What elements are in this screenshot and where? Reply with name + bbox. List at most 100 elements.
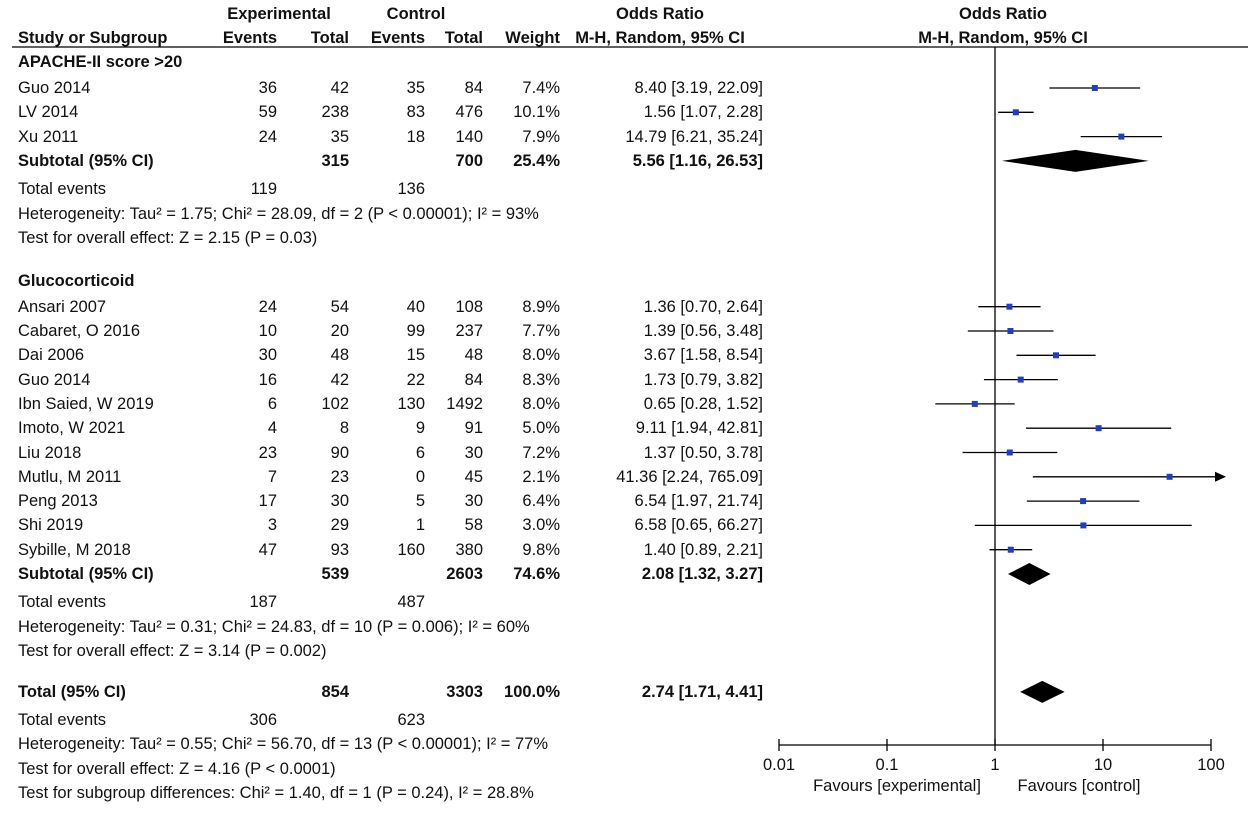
ctrl-total: 476	[455, 103, 483, 122]
or-ci-value: 6.58 [0.65, 66.27]	[634, 516, 763, 535]
ctrl-total: 58	[464, 516, 483, 535]
weight-value: 3.0%	[522, 516, 560, 535]
exp-events: 17	[258, 492, 277, 511]
x-tick-label: 100	[1197, 756, 1225, 774]
weight-value: 5.0%	[522, 419, 560, 438]
or-ci-value: 1.39 [0.56, 3.48]	[643, 322, 763, 340]
exp-events: 36	[258, 79, 277, 97]
or-ci-value: 1.73 [0.79, 3.82]	[643, 370, 763, 389]
header-plot-title: Odds Ratio	[958, 5, 1047, 23]
ctrl-events: 6	[415, 443, 425, 462]
study-name: Cabaret, O 2016	[18, 322, 140, 340]
exp-total: 29	[330, 516, 349, 535]
total-weight: 100.0%	[504, 682, 560, 701]
study-name: Sybille, M 2018	[18, 540, 131, 559]
total-events-exp: 306	[249, 711, 277, 730]
pooled-diamond	[1008, 563, 1051, 585]
exp-events: 24	[258, 297, 277, 316]
point-estimate-marker	[1052, 352, 1059, 359]
exp-events: 23	[258, 443, 277, 462]
exp-events: 4	[267, 419, 277, 438]
total-events-exp: 119	[250, 180, 277, 199]
exp-events: 47	[258, 540, 277, 559]
or-ci-value: 0.65 [0.28, 1.52]	[643, 394, 763, 413]
point-estimate-marker	[1017, 376, 1024, 383]
subtotal-ci: 5.56 [1.16, 26.53]	[632, 151, 763, 170]
header-ctrl-events: Events	[370, 29, 425, 47]
or-ci-value: 1.40 [0.89, 2.21]	[643, 540, 763, 559]
total-events-ctrl: 487	[397, 593, 425, 612]
weight-value: 7.7%	[522, 322, 560, 340]
ctrl-events: 1	[415, 516, 425, 535]
exp-total: 42	[330, 79, 349, 97]
total-events-exp: 187	[249, 593, 277, 612]
exp-total: 54	[330, 297, 349, 316]
or-ci-value: 8.40 [3.19, 22.09]	[634, 79, 763, 97]
total-label: Total (95% CI)	[18, 682, 126, 701]
weight-value: 7.9%	[522, 127, 560, 146]
overall-effect-total-text: Test for overall effect: Z = 4.16 (P < 0…	[18, 759, 336, 778]
ctrl-total: 84	[464, 370, 483, 389]
favours-control: Favours [control]	[1017, 777, 1141, 795]
exp-events: 16	[258, 370, 277, 389]
ctrl-total: 91	[464, 419, 483, 438]
header-exp-events: Events	[222, 29, 277, 47]
exp-total: 20	[330, 322, 349, 340]
header-ctrl-total: Total	[444, 29, 483, 47]
point-estimate-marker	[1080, 522, 1087, 529]
exp-events: 30	[258, 346, 277, 365]
ctrl-events: 0	[415, 467, 425, 486]
weight-value: 6.4%	[522, 492, 560, 511]
exp-total: 48	[330, 346, 349, 365]
ctrl-total: 30	[464, 443, 483, 462]
ctrl-events: 18	[406, 127, 425, 146]
subgroup-difference-text: Test for subgroup differences: Chi² = 1.…	[18, 784, 534, 803]
study-name: Imoto, W 2021	[18, 419, 126, 438]
total-events-label: Total events	[18, 593, 107, 612]
study-name: Guo 2014	[18, 370, 91, 389]
exp-total: 23	[330, 467, 349, 486]
study-name: Mutlu, M 2011	[18, 467, 122, 486]
header-experimental: Experimental	[227, 5, 331, 23]
x-tick-label: 0.1	[875, 756, 899, 774]
study-name: Xu 2011	[18, 127, 79, 146]
subgroup-title: Glucocorticoid	[18, 271, 135, 290]
weight-value: 9.8%	[522, 540, 560, 559]
ctrl-events: 83	[406, 103, 425, 122]
ctrl-total: 380	[455, 540, 483, 559]
header-exp-total: Total	[310, 29, 349, 47]
study-name: LV 2014	[18, 103, 79, 122]
ctrl-total: 237	[455, 322, 483, 340]
weight-value: 8.9%	[522, 297, 560, 316]
point-estimate-marker	[1006, 303, 1013, 310]
weight-value: 7.4%	[522, 79, 560, 97]
exp-events: 3	[267, 516, 277, 535]
or-ci-value: 1.56 [1.07, 2.28]	[643, 103, 763, 122]
point-estimate-marker	[1007, 546, 1014, 553]
header-study: Study or Subgroup	[18, 29, 168, 47]
point-estimate-marker	[1012, 109, 1019, 116]
exp-total: 93	[330, 540, 349, 559]
favours-experimental: Favours [experimental]	[813, 777, 981, 795]
study-name: Peng 2013	[18, 492, 98, 511]
total-events-ctrl: 623	[397, 711, 425, 730]
ctrl-total: 108	[455, 297, 483, 316]
ctrl-events: 5	[415, 492, 425, 511]
overall-effect-text: Test for overall effect: Z = 3.14 (P = 0…	[18, 641, 327, 660]
subtotal-exp-total: 315	[321, 151, 349, 170]
ctrl-total: 1492	[446, 394, 483, 413]
subtotal-ci: 2.08 [1.32, 3.27]	[641, 565, 763, 583]
x-tick-label: 0.01	[762, 756, 796, 774]
total-ctrl-total: 3303	[446, 682, 483, 701]
or-ci-value: 6.54 [1.97, 21.74]	[634, 492, 763, 511]
point-estimate-marker	[1007, 328, 1014, 334]
point-estimate-marker	[1080, 498, 1087, 505]
ctrl-events: 99	[406, 322, 425, 340]
total-ci: 2.74 [1.71, 4.41]	[641, 682, 763, 701]
ctrl-total: 48	[464, 346, 483, 365]
or-ci-value: 1.36 [0.70, 2.64]	[643, 297, 763, 316]
exp-total: 90	[330, 443, 349, 462]
point-estimate-marker	[1091, 85, 1098, 91]
point-estimate-marker	[1118, 133, 1125, 140]
